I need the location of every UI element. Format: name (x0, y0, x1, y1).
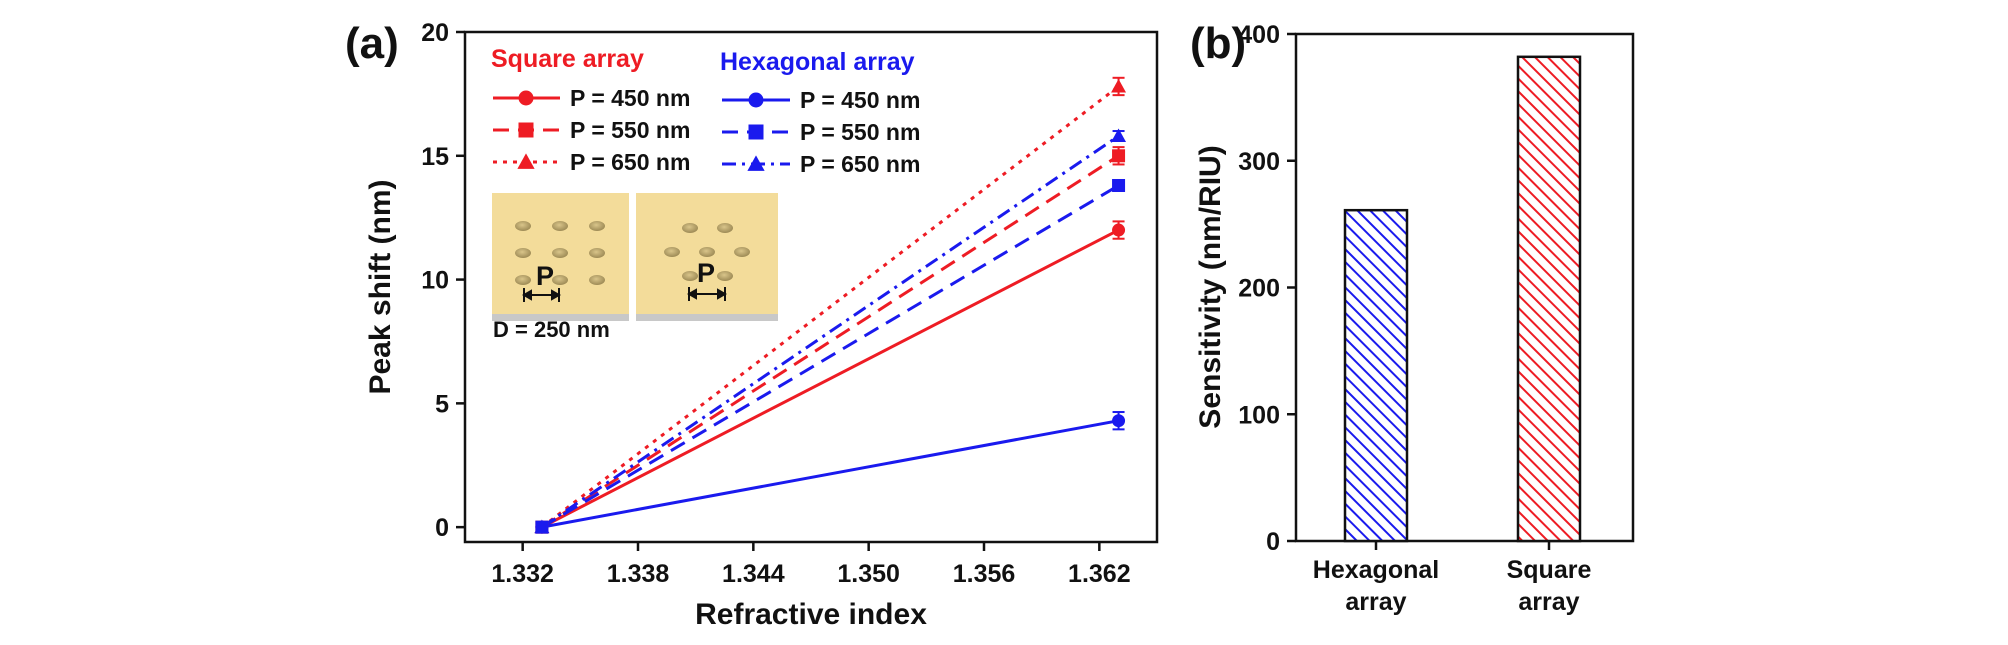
axis-ticks-a: 1.332 1.338 1.344 1.350 1.356 1.362 0 5 10 15 20 (421, 19, 1130, 588)
legend-item-square-550: P = 550 nm (570, 117, 690, 143)
x-tick-label-a: 1.362 (1068, 560, 1131, 588)
y-tick-label-b: 200 (1238, 275, 1280, 303)
y-axis-label-b: Sensitivity (nm/RIU) (1194, 145, 1227, 428)
y-tick-label-a: 5 (435, 390, 449, 418)
x-tick-label-b: array (1518, 588, 1579, 616)
x-tick-label-b: Square (1507, 556, 1592, 584)
data-point-square-0 (1112, 223, 1126, 237)
data-point-hexagonal-5 (1111, 128, 1127, 142)
series-markers-a (534, 76, 1127, 534)
legend: Square array Hexagonal array P = 450 nm … (491, 45, 920, 177)
x-tick-label-a: 1.344 (722, 560, 785, 588)
series-lines-a (540, 85, 1120, 529)
plot-frame-a (463, 30, 1159, 544)
x-axis-label-a: Refractive index (695, 598, 927, 631)
y-tick-label-b: 300 (1238, 148, 1280, 176)
diameter-label: D = 250 nm (493, 317, 610, 342)
legend-item-square-450: P = 450 nm (570, 85, 690, 111)
y-tick-label-b: 100 (1238, 401, 1280, 429)
square-array-illustration: P D = 250 nm (492, 193, 629, 342)
bar-square (1516, 55, 1582, 543)
legend-samples (493, 90, 790, 171)
hexagonal-array-illustration: P (636, 193, 778, 321)
nanohole-inset: P D = 250 nm P (492, 193, 778, 342)
data-point-hexagonal-4 (1112, 178, 1126, 192)
series-line-square-1 (541, 154, 1120, 529)
period-arrow-hexagonal (686, 287, 728, 301)
bars-b: Hexagonal array Square array (1313, 55, 1592, 616)
y-tick-label-a: 15 (421, 143, 449, 171)
legend-marker-square-1 (518, 122, 534, 138)
data-point-hexagonal-3 (1112, 414, 1126, 428)
legend-marker-hexagonal-1 (748, 124, 764, 140)
period-label-hexagonal: P (697, 258, 715, 288)
y-tick-label-a: 0 (435, 514, 449, 542)
panel-label-a: (a) (345, 19, 399, 68)
series-line-square-0 (541, 228, 1120, 529)
period-arrow-square (521, 288, 562, 302)
data-point-hexagonal-5 (534, 519, 550, 534)
y-tick-label-a: 10 (421, 267, 449, 295)
series-line-hexagonal-5 (541, 134, 1120, 529)
legend-item-hexagonal-550: P = 550 nm (800, 119, 920, 145)
x-tick-label-a: 1.356 (953, 560, 1016, 588)
legend-marker-hexagonal-2 (747, 155, 765, 171)
panel-label-b: (b) (1190, 19, 1246, 68)
legend-marker-square-2 (517, 153, 535, 169)
x-tick-label-b: array (1345, 588, 1406, 616)
legend-title-hexagonal: Hexagonal array (720, 48, 915, 76)
y-tick-label-b: 0 (1266, 528, 1280, 556)
period-label-square: P (536, 261, 554, 291)
legend-marker-square-0 (518, 90, 534, 106)
legend-item-hexagonal-450: P = 450 nm (800, 87, 920, 113)
y-tick-label-b: 400 (1238, 21, 1280, 49)
x-tick-label-b: Hexagonal (1313, 556, 1439, 584)
x-tick-label-a: 1.332 (491, 560, 554, 588)
legend-item-square-650: P = 650 nm (570, 149, 690, 175)
legend-item-hexagonal-650: P = 650 nm (800, 151, 920, 177)
line-chart: 1.332 1.338 1.344 1.350 1.356 1.362 0 5 10 15 20 R… (364, 19, 1159, 631)
y-tick-label-a: 20 (421, 19, 449, 47)
series-line-square-2 (540, 85, 1120, 529)
bar-hexagonal (1343, 208, 1409, 543)
series-line-hexagonal-4 (541, 184, 1120, 529)
series-line-hexagonal-3 (541, 419, 1119, 529)
legend-title-square: Square array (491, 45, 644, 73)
x-tick-label-a: 1.338 (607, 560, 670, 588)
y-axis-label-a: Peak shift (nm) (364, 179, 397, 394)
legend-marker-hexagonal-0 (748, 92, 764, 108)
axis-ticks-b: 0 100 200 300 400 (1238, 21, 1551, 556)
x-tick-label-a: 1.350 (837, 560, 900, 588)
data-point-square-1 (1112, 149, 1126, 163)
data-point-square-2 (1111, 78, 1127, 93)
